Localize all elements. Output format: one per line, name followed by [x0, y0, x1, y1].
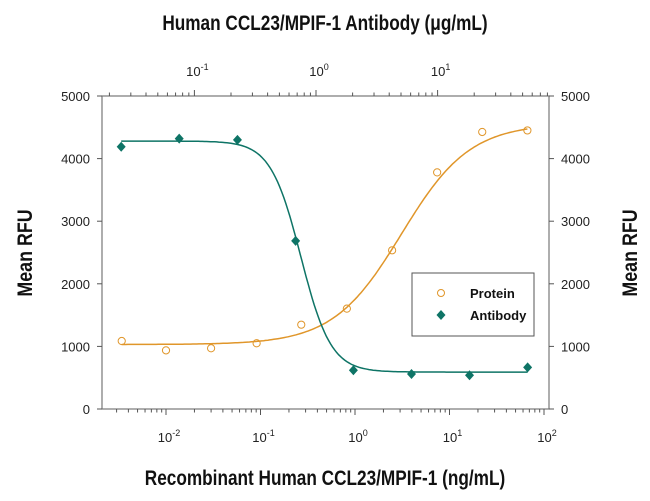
y-tick-label: 4000: [61, 152, 90, 167]
x2-tick-label: 100: [309, 62, 328, 79]
data-point-protein: [252, 339, 261, 348]
data-point-protein: [388, 246, 397, 255]
x-tick-label: 10-2: [158, 428, 180, 445]
y-axis-label-left: Mean RFU: [14, 209, 38, 296]
chart-title: Human CCL23/MPIF-1 Antibody (μg/mL): [162, 13, 487, 36]
y2-tick-label: 1000: [561, 339, 590, 354]
y-tick-label: 3000: [61, 214, 90, 229]
data-point-protein: [433, 168, 442, 177]
legend: Protein Antibody: [411, 272, 535, 337]
y2-tick-label: 4000: [561, 152, 590, 167]
x2-tick-label: 101: [431, 62, 450, 79]
data-point-antibody: [406, 368, 416, 379]
legend-box: [411, 272, 535, 337]
y-tick-label: 2000: [61, 277, 90, 292]
y2-tick-label: 3000: [561, 214, 590, 229]
x-tick-label: 100: [348, 428, 367, 445]
legend-antibody-label: Antibody: [470, 308, 527, 323]
y2-tick-label: 0: [561, 402, 568, 417]
data-point-protein: [523, 126, 532, 135]
y-tick-label: 0: [83, 402, 90, 417]
data-point-antibody: [232, 134, 242, 145]
data-point-antibody: [291, 235, 301, 246]
legend-antibody-marker: [436, 310, 446, 320]
x-tick-label: 101: [443, 428, 462, 445]
data-point-antibody: [465, 370, 475, 381]
y-tick-label: 5000: [61, 89, 90, 104]
x2-tick-label: 10-1: [186, 62, 208, 79]
x-axis-label: Recombinant Human CCL23/MPIF-1 (ng/mL): [145, 468, 505, 491]
x-tick-label: 102: [537, 428, 556, 445]
data-point-antibody: [174, 133, 184, 144]
data-point-protein: [117, 336, 126, 346]
data-point-protein: [478, 127, 487, 137]
y-tick-label: 1000: [61, 339, 90, 354]
x-tick-label: 10-1: [252, 428, 274, 445]
data-point-protein: [206, 344, 216, 353]
legend-protein-label: Protein: [470, 286, 515, 301]
data-point-antibody: [116, 141, 126, 152]
data-point-protein: [297, 320, 306, 329]
data-point-antibody: [523, 362, 533, 373]
y2-tick-label: 5000: [561, 89, 590, 104]
fit-curve-protein: [121, 128, 528, 346]
data-point-antibody: [348, 365, 358, 376]
plot-frame: [101, 95, 550, 410]
data-point-protein: [161, 346, 171, 355]
legend-protein-marker: [437, 289, 445, 297]
y2-tick-label: 2000: [561, 277, 590, 292]
fit-curve-antibody: [121, 140, 528, 373]
data-point-protein: [342, 304, 351, 313]
y-axis-label-right: Mean RFU: [619, 209, 643, 296]
